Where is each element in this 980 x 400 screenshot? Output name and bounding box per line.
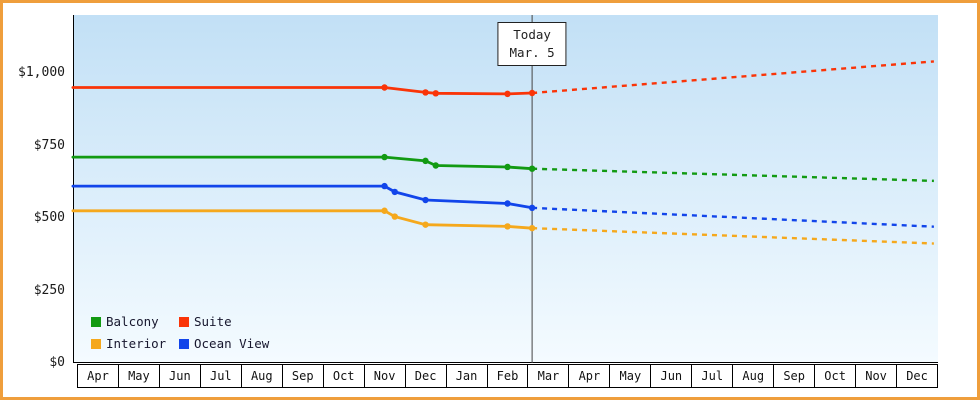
legend-label: Balcony [106, 314, 159, 329]
y-tick-label: $250 [33, 282, 65, 298]
month-cell: Oct [814, 364, 857, 388]
today-marker-label: Today Mar. 5 [497, 22, 567, 67]
legend-item-balcony: Balcony [91, 314, 179, 329]
month-cell: Apr [77, 364, 119, 388]
plot-area [73, 15, 938, 363]
legend-swatch-icon [179, 338, 189, 349]
month-cell: Jul [691, 364, 734, 388]
month-cell: Nov [855, 364, 898, 388]
month-cell: Dec [404, 364, 447, 388]
today-label-line1: Today [513, 27, 551, 42]
month-cell: Apr [568, 364, 611, 388]
legend-item-interior: Interior [91, 336, 179, 351]
y-tick-label: $750 [33, 137, 65, 153]
y-tick-label: $500 [33, 210, 65, 225]
month-cell: Sep [281, 364, 324, 388]
legend-item-ocean-view: Ocean View [179, 336, 269, 351]
month-cell: Aug [732, 364, 775, 388]
month-cell: Jan [445, 364, 488, 388]
month-cell: Mar [527, 364, 570, 388]
month-cell: Aug [240, 364, 283, 388]
y-tick-label: $0 [49, 355, 65, 370]
legend-swatch-icon [91, 338, 101, 349]
month-cell: Jun [650, 364, 693, 388]
legend-swatch-icon [179, 316, 189, 327]
legend-row: Balcony Suite [91, 314, 269, 329]
legend-item-suite: Suite [179, 314, 232, 329]
legend-label: Interior [106, 336, 167, 351]
month-cell: May [117, 364, 160, 388]
month-cell: Feb [486, 364, 529, 388]
legend-label: Suite [194, 314, 232, 329]
legend-swatch-icon [91, 316, 101, 327]
month-cell: Jul [199, 364, 242, 388]
legend-row: Interior Ocean View [91, 336, 269, 351]
legend-label: Ocean View [194, 336, 270, 351]
month-cell: Nov [363, 364, 406, 388]
month-cell: Dec [896, 364, 939, 388]
y-tick-label: $1,000 [18, 65, 65, 80]
month-cell: May [609, 364, 652, 388]
x-axis-month-row: Apr May Jun Jul Aug Sep Oct Nov Dec Jan Feb Mar Apr M… [77, 364, 939, 388]
chart-legend: Balcony Suite Interior Ocean View [91, 314, 269, 358]
month-cell: Oct [322, 364, 365, 388]
month-cell: Sep [773, 364, 816, 388]
month-cell: Jun [158, 364, 201, 388]
today-label-line2: Mar. 5 [509, 45, 555, 61]
